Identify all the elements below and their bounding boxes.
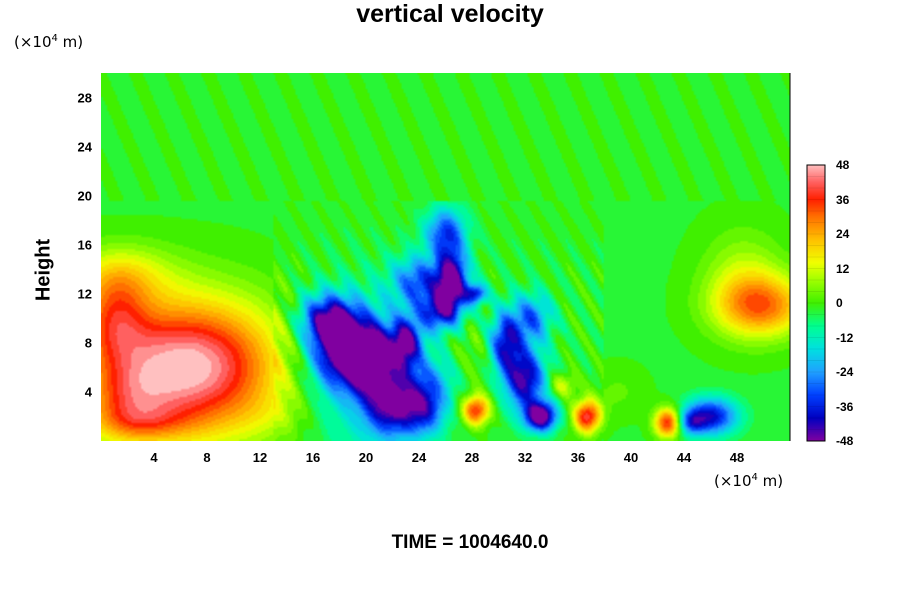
y-tick-label: 20 bbox=[77, 188, 92, 204]
x-unit-exponent: 4 bbox=[751, 472, 758, 483]
chart-title: vertical velocity bbox=[356, 0, 544, 28]
colorbar-tick-label: -48 bbox=[836, 434, 854, 448]
y-unit-prefix: (×10 bbox=[14, 33, 52, 51]
x-unit-suffix: m) bbox=[757, 472, 784, 490]
colorbar-tick-label: 0 bbox=[836, 296, 843, 310]
heatmap-field bbox=[101, 73, 790, 441]
colorbar-tick-label: 48 bbox=[836, 158, 850, 172]
y-axis-unit: (×104 m) bbox=[14, 33, 83, 51]
x-tick-label: 44 bbox=[676, 450, 692, 465]
colorbar-tick-label: 24 bbox=[836, 227, 850, 241]
colorbar-tick-label: -24 bbox=[836, 365, 854, 379]
y-unit-suffix: m) bbox=[57, 33, 84, 51]
x-tick-label: 24 bbox=[411, 450, 427, 465]
x-tick-label: 28 bbox=[464, 450, 480, 465]
y-tick-label: 24 bbox=[77, 139, 92, 155]
y-tick-label: 4 bbox=[84, 384, 92, 400]
x-tick-label: 20 bbox=[358, 450, 374, 465]
x-axis-unit: (×104 m) bbox=[714, 472, 783, 490]
x-tick-label: 48 bbox=[729, 450, 745, 465]
y-tick-label: 8 bbox=[84, 335, 92, 351]
colorbar-tick-label: 36 bbox=[836, 192, 850, 207]
x-tick-label: 40 bbox=[623, 450, 639, 465]
colorbar bbox=[806, 164, 826, 442]
x-tick-label: 8 bbox=[203, 450, 211, 465]
x-tick-label: 32 bbox=[517, 450, 533, 465]
colorbar-tick-label: 12 bbox=[836, 261, 850, 276]
y-unit-exponent: 4 bbox=[51, 33, 58, 44]
x-tick-label: 12 bbox=[252, 450, 268, 465]
x-tick-label: 4 bbox=[150, 450, 158, 465]
x-unit-prefix: (×10 bbox=[714, 472, 752, 490]
y-tick-label: 28 bbox=[77, 90, 92, 106]
y-tick-label: 16 bbox=[77, 237, 92, 253]
x-tick-label: 16 bbox=[305, 450, 321, 465]
x-tick-label: 36 bbox=[570, 450, 586, 465]
colorbar-tick-label: -36 bbox=[836, 399, 854, 414]
time-label: TIME = 1004640.0 bbox=[391, 532, 549, 553]
colorbar-tick-label: -12 bbox=[836, 330, 854, 345]
y-tick-label: 12 bbox=[77, 286, 92, 302]
colorbar-ticks bbox=[807, 176, 825, 430]
